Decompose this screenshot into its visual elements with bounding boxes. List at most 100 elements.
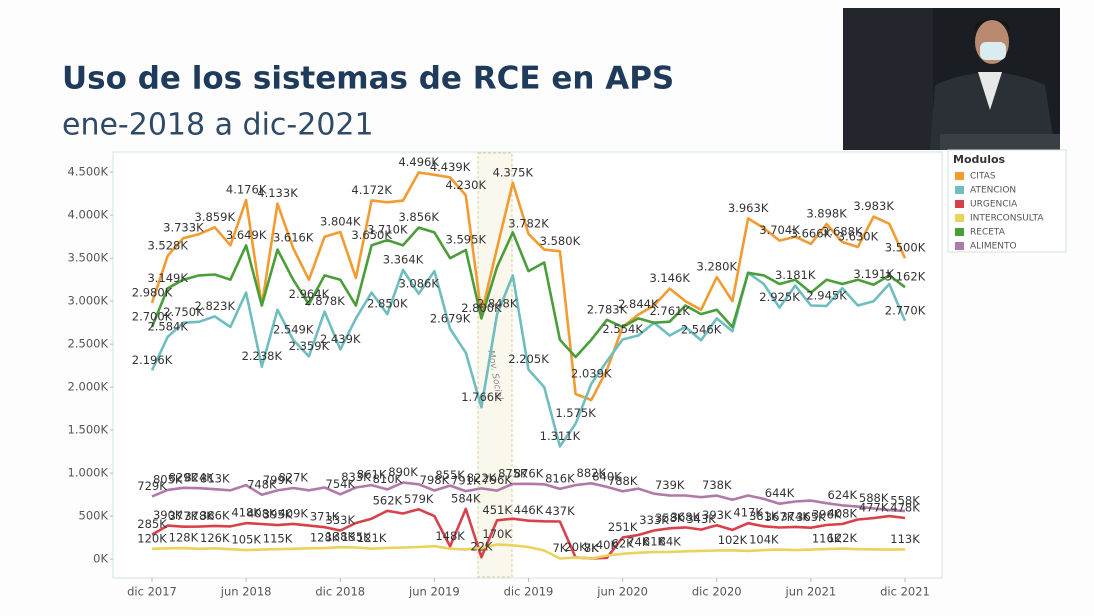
- data-label: 748K: [247, 477, 277, 491]
- y-tick-label: 2.500K: [68, 337, 109, 351]
- data-label: 644K: [765, 486, 795, 500]
- data-label: 102K: [718, 533, 748, 547]
- data-label: 562K: [373, 493, 403, 507]
- data-label: 2.549K: [273, 322, 314, 336]
- data-label: 390K: [153, 508, 183, 522]
- data-label: 3.595K: [446, 233, 487, 247]
- data-label: 2.359K: [289, 339, 330, 353]
- data-label: 285K: [137, 517, 167, 531]
- data-label: 788K: [608, 474, 638, 488]
- data-label: 8K: [584, 541, 599, 555]
- data-label: 368K: [671, 510, 701, 524]
- data-label: 128K: [169, 531, 199, 545]
- data-label: 3.983K: [853, 199, 894, 213]
- x-tick-label: jun 2018: [220, 585, 272, 599]
- y-tick-label: 1.500K: [68, 423, 109, 437]
- data-label: 2.700K: [132, 309, 173, 323]
- data-label: 115K: [263, 532, 293, 546]
- data-label: 396K: [812, 508, 842, 522]
- data-label: 2.980K: [132, 285, 173, 299]
- person-mask: [980, 42, 1006, 60]
- data-label: 393K: [702, 508, 732, 522]
- legend-label: INTERCONSULTA: [970, 214, 1044, 224]
- data-label: 2.878K: [304, 294, 345, 308]
- data-label: 3.963K: [728, 201, 769, 215]
- data-label: 738K: [702, 478, 732, 492]
- legend-label: ATENCION: [970, 186, 1016, 196]
- data-label: 2.439K: [320, 332, 361, 346]
- data-label: 816K: [545, 471, 575, 485]
- series-line: [151, 507, 906, 560]
- data-label: 408K: [828, 507, 858, 521]
- data-label: 796K: [482, 473, 512, 487]
- data-label: 170K: [482, 527, 512, 541]
- data-label: 104K: [749, 533, 779, 547]
- data-label: 882K: [577, 466, 607, 480]
- data-label: 20K: [564, 540, 587, 554]
- data-label: 7K: [584, 541, 599, 555]
- data-label: 446K: [514, 503, 544, 517]
- legend-label: RECETA: [970, 228, 1006, 238]
- data-label: 805K: [153, 472, 183, 486]
- data-label: 358K: [655, 511, 685, 525]
- data-label: 3.191K: [853, 267, 894, 281]
- data-label: 584K: [451, 491, 481, 505]
- y-tick-label: 2.000K: [68, 380, 109, 394]
- data-label: 148K: [435, 529, 465, 543]
- legend-swatch: [955, 200, 964, 208]
- podium: [940, 134, 1060, 150]
- data-label: 417K: [733, 506, 763, 520]
- data-label: 3.666K: [791, 226, 832, 240]
- x-tick-label: dic 2020: [692, 585, 742, 599]
- data-label: 7K: [552, 541, 567, 555]
- webcam-wall: [843, 8, 933, 150]
- data-label: 3.630K: [838, 229, 879, 243]
- legend-title: Modulos: [953, 153, 1006, 166]
- data-label: 126K: [200, 531, 230, 545]
- data-label: 875K: [498, 466, 528, 480]
- data-label: 2.964K: [289, 287, 330, 301]
- series-line: [151, 543, 906, 560]
- data-label: 2.238K: [242, 349, 283, 363]
- data-label: 2.196K: [132, 353, 173, 367]
- data-label: 2.584K: [147, 319, 188, 333]
- data-label: 855K: [435, 468, 465, 482]
- data-label: 827K: [278, 470, 308, 484]
- chart-subtitle: ene-2018 a dic-2021: [62, 108, 374, 143]
- data-label: 2.750K: [163, 305, 204, 319]
- data-label: 84K: [659, 534, 682, 548]
- data-label: 579K: [404, 492, 434, 506]
- x-tick-label: dic 2019: [504, 585, 554, 599]
- webcam: [843, 8, 1060, 150]
- data-label: 2.850K: [367, 297, 408, 311]
- data-label: 2.205K: [508, 352, 549, 366]
- data-label: 3.649K: [226, 228, 267, 242]
- data-label: 451K: [482, 503, 512, 517]
- data-label: 4.133K: [257, 186, 298, 200]
- data-label: 365K: [796, 510, 826, 524]
- data-label: 833K: [341, 470, 371, 484]
- data-label: 3.704K: [759, 223, 800, 237]
- data-label: 128K: [310, 531, 340, 545]
- data-label: 2.554K: [602, 322, 643, 336]
- data-label: 3.146K: [649, 271, 690, 285]
- data-label: 418K: [231, 506, 261, 520]
- data-label: 3.856K: [398, 210, 439, 224]
- data-label: 890K: [388, 465, 418, 479]
- legend-label: CITAS: [970, 172, 996, 182]
- data-label: 624K: [828, 488, 858, 502]
- series-line: [150, 171, 907, 402]
- data-label: 377K: [169, 509, 199, 523]
- data-label: 822K: [467, 471, 497, 485]
- data-label: 4.230K: [446, 178, 487, 192]
- data-label: 876K: [514, 466, 544, 480]
- legend-label: ALIMENTO: [970, 242, 1017, 252]
- data-label: 333K: [326, 513, 356, 527]
- data-label: 2.679K: [430, 311, 471, 325]
- x-tick-label: jun 2020: [596, 585, 648, 599]
- data-label: 478K: [890, 500, 920, 514]
- data-label: 810K: [373, 472, 403, 486]
- data-label: 558K: [890, 494, 920, 508]
- data-label: 371K: [310, 510, 340, 524]
